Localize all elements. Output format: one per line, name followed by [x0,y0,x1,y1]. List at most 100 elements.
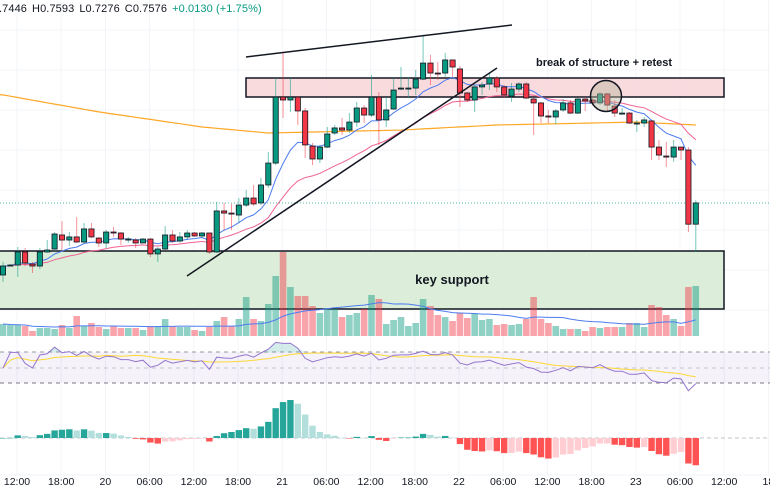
macd-bar [559,438,567,455]
volume-bar [66,328,73,336]
candle-up [243,197,250,206]
macd-bar [257,426,265,438]
macd-bar [390,438,397,439]
volume-bar [626,323,633,336]
candle-up [560,102,567,111]
candle-up [486,77,493,85]
volume-bar [618,327,626,336]
macd-bar [301,414,309,438]
macd-bar [523,438,530,454]
rising-trendline[interactable] [186,67,498,277]
macd-bar [471,438,478,452]
candle-up [198,232,205,237]
candle-up [670,146,677,158]
volume-bar [655,307,663,336]
candle-down [132,239,139,244]
high-value: H0.7593 [32,3,75,15]
upper-trendline[interactable] [245,24,513,58]
macd-bar [589,438,596,447]
volume-bar [500,324,508,336]
volume-bar [382,324,390,336]
volume-bar [338,317,346,336]
time-axis[interactable]: 12:00 18:00 20 06:00 12:00 18:00 21 06:00 12:00 1… [4,476,770,488]
macd-histogram [0,400,699,466]
macd-bar [692,438,699,466]
volume-bar [309,306,316,336]
candle-down [582,98,589,102]
macd-bar [29,437,36,438]
volume-bar [80,326,88,336]
resistance-zone[interactable] [245,77,725,98]
candle-up [552,110,559,118]
candle-down [302,110,309,146]
macd-bar [206,438,213,442]
volume-bar [640,327,648,336]
macd-bar [102,433,110,438]
candle-up [324,133,331,148]
macd-bar [493,438,500,452]
macd-bar [7,437,14,439]
macd-bar [663,438,670,456]
macd-bar [508,438,515,453]
macd-bar [368,436,375,438]
candle-up [633,122,640,125]
volume-bar [287,287,294,336]
macd-bar [154,438,161,444]
candle-down [95,237,102,244]
volume-bar [464,318,471,336]
volume-bar [323,309,331,336]
volume-bar [43,328,51,336]
candle-up [412,78,419,89]
volume-bar [176,327,184,336]
volume-bar [51,329,58,336]
macd-bar [287,400,294,438]
volume-bar [537,319,545,336]
volume-bar [88,323,95,336]
macd-bar [44,433,51,438]
retest-circle[interactable] [589,79,623,113]
candle-down [523,83,530,99]
volume-ma-line [2,302,696,328]
candle-up [420,62,427,80]
volume-bar [368,295,375,336]
macd-bar [80,429,88,438]
macd-bar [582,438,589,448]
macd-bar [243,428,250,438]
volume-bar [375,299,383,336]
macd-bar [73,430,80,438]
macd-bar [117,435,125,438]
volume-bar [132,328,139,336]
volume-bar [412,323,420,336]
volume-bar [139,330,147,336]
volume-bar [14,325,22,336]
support-annotation[interactable]: key support [415,272,489,287]
macd-bar [640,438,648,448]
volume-bar [545,323,552,336]
volume-bar [102,329,110,336]
macd-bar [515,438,523,452]
candle-down [309,145,316,160]
close-value: C0.7576 [124,3,168,15]
macd-bar [574,438,582,451]
macd-bar [419,433,427,438]
macd-bar [670,438,677,454]
volume-bar [677,326,685,336]
candle-down [206,232,213,253]
support-zone[interactable] [0,250,725,310]
volume-bar [685,287,692,336]
volume-bar [449,321,456,336]
volume-bar [316,313,324,336]
macd-bar [412,436,419,438]
bos-annotation[interactable]: break of structure + retest [536,57,672,69]
candle-up [184,232,191,238]
candle-up [7,264,14,267]
candle-up [479,84,486,88]
candle-down [456,68,463,94]
candle-up [508,88,515,97]
time-tick-label: 18:00 [402,476,428,488]
macd-bar [604,438,611,444]
candle-down [29,263,36,267]
candle-down [655,146,662,156]
volume-bar [21,326,29,336]
